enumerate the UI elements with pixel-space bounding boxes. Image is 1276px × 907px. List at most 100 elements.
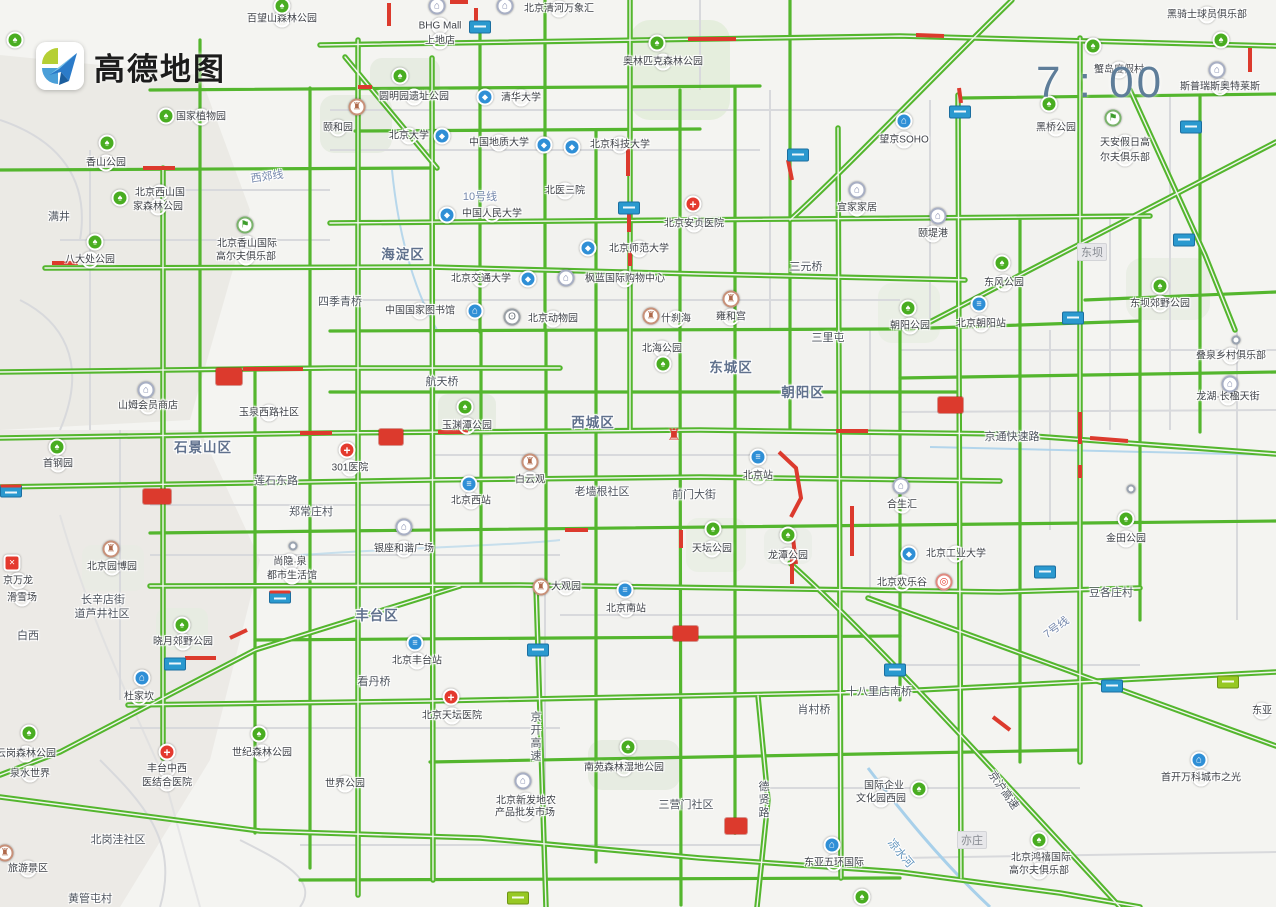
poi-label[interactable]: 斯普瑞斯奥特莱斯 xyxy=(1180,78,1260,96)
poi-label[interactable]: 都市生活馆 xyxy=(267,567,317,585)
tree-icon[interactable]: ♠ xyxy=(779,526,797,544)
poi-label[interactable]: 北京大学 xyxy=(389,127,429,145)
station-icon[interactable]: ≡ xyxy=(970,295,988,313)
poi-label[interactable]: 玉渊潭公园 xyxy=(442,417,492,435)
poi-label[interactable]: 东风公园 xyxy=(984,274,1024,292)
poi-label[interactable]: 旅游景区 xyxy=(8,860,48,878)
tree-icon[interactable]: ♠ xyxy=(157,107,175,125)
poi-label[interactable]: 医结合医院 xyxy=(142,774,192,792)
mall-icon[interactable]: ⌂ xyxy=(514,772,532,790)
station-icon[interactable]: ≡ xyxy=(460,475,478,493)
poi-label[interactable]: 云岗森林公园 xyxy=(0,745,56,763)
tree-icon[interactable]: ♠ xyxy=(619,738,637,756)
poi-label[interactable]: 颐堤港 xyxy=(918,225,948,243)
poi-label[interactable]: 北京安贞医院 xyxy=(664,215,724,233)
district-label[interactable]: 西城区 xyxy=(571,415,615,430)
poi-label[interactable]: 清华大学 xyxy=(501,89,541,107)
poi-label[interactable]: 朝阳公园 xyxy=(890,317,930,335)
poi-label[interactable]: 北京南站 xyxy=(606,600,646,618)
tree-icon[interactable]: ♠ xyxy=(173,616,191,634)
road-label[interactable]: 三元桥 xyxy=(789,261,823,273)
building-icon[interactable]: ⌂ xyxy=(895,112,913,130)
poi-label[interactable]: 望京SOHO xyxy=(879,131,929,149)
metro-station-badge[interactable] xyxy=(949,105,971,119)
metro-station-badge[interactable] xyxy=(884,663,906,677)
road-label[interactable]: 莲石东路 xyxy=(254,475,298,487)
university-icon[interactable]: ◆ xyxy=(563,138,581,156)
district-label[interactable]: 朝阳区 xyxy=(781,385,825,400)
road-label[interactable]: 满井 xyxy=(48,211,70,223)
tree-icon[interactable]: ♠ xyxy=(20,724,38,742)
poi-label[interactable]: 叠泉乡村俱乐部 xyxy=(1196,347,1266,365)
road-label[interactable]: 三营门社区 xyxy=(658,799,714,811)
road-label[interactable]: 黄管屯村 xyxy=(68,893,112,905)
mall-icon[interactable]: ⌂ xyxy=(892,477,910,495)
poi-label[interactable]: 北京园博园 xyxy=(87,558,137,576)
poi-label[interactable]: 上地店 xyxy=(425,32,455,50)
metro-station-badge[interactable] xyxy=(1034,565,1056,579)
golf-icon[interactable]: ⚑ xyxy=(1104,109,1122,127)
metro-station-badge[interactable] xyxy=(507,891,529,905)
tree-icon[interactable]: ♠ xyxy=(1030,831,1048,849)
poi-label[interactable]: 北京师范大学 xyxy=(609,240,669,258)
metro-station-badge[interactable] xyxy=(0,484,22,498)
university-icon[interactable]: ◆ xyxy=(476,88,494,106)
poi-label[interactable]: 宜家家居 xyxy=(837,199,877,217)
pavilion-icon[interactable]: ♜ xyxy=(0,844,14,862)
poi-label[interactable]: 世界公园 xyxy=(325,775,365,793)
metro-station-badge[interactable] xyxy=(1180,120,1202,134)
metro-station-badge[interactable] xyxy=(787,148,809,162)
gate-icon[interactable]: ♜ xyxy=(666,427,682,444)
golf-icon[interactable]: ⚑ xyxy=(236,216,254,234)
area-label[interactable]: 亦庄 xyxy=(957,831,987,849)
metro-station-badge[interactable] xyxy=(1101,679,1123,693)
poi-label[interactable]: 产品批发市场 xyxy=(495,804,555,822)
poi-label[interactable]: 颐和园 xyxy=(323,119,353,137)
road-label[interactable]: 老墙根社区 xyxy=(574,486,630,498)
mall-icon[interactable]: ⌂ xyxy=(1208,61,1226,79)
road-label[interactable]: 航天桥 xyxy=(425,376,459,388)
mall-icon[interactable]: ⌂ xyxy=(557,269,575,287)
road-label[interactable]: 白西 xyxy=(17,630,39,642)
district-label[interactable]: 海淀区 xyxy=(381,247,425,262)
poi-label[interactable]: 首钢园 xyxy=(43,455,73,473)
poi-label[interactable]: 文化园西园 xyxy=(856,790,906,808)
tree-icon[interactable]: ♠ xyxy=(910,780,928,798)
ski-icon[interactable]: × xyxy=(3,554,21,572)
pavilion-icon[interactable]: ♜ xyxy=(532,578,550,596)
tree-icon[interactable]: ♠ xyxy=(1212,31,1230,49)
building-icon[interactable]: ⌂ xyxy=(466,302,484,320)
district-label[interactable]: 丰台区 xyxy=(355,608,399,623)
poi-label[interactable]: 301医院 xyxy=(332,459,368,477)
poi-label[interactable]: 尔夫俱乐部 xyxy=(1100,149,1150,167)
district-label[interactable]: 东城区 xyxy=(709,360,753,375)
poi-label[interactable]: 北京科技大学 xyxy=(590,136,650,154)
metro-station-badge[interactable] xyxy=(469,20,491,34)
poi-label[interactable]: 什刹海 xyxy=(661,310,691,328)
tree-icon[interactable]: ♠ xyxy=(1117,510,1135,528)
university-icon[interactable]: ◆ xyxy=(535,136,553,154)
hospital-icon[interactable]: + xyxy=(684,195,702,213)
poi-label[interactable]: 东亚 xyxy=(1252,702,1272,720)
road-label[interactable]: 肖村桥 xyxy=(797,704,831,716)
poi-label[interactable]: 首开万科城市之光 xyxy=(1161,769,1241,787)
poi-label[interactable]: 东亚五环国际 xyxy=(804,854,864,872)
university-icon[interactable]: ◆ xyxy=(438,206,456,224)
road-label[interactable]: 四季青桥 xyxy=(318,296,362,308)
poi-label[interactable]: 大观园 xyxy=(551,578,581,596)
poi-label[interactable]: 山姆会员商店 xyxy=(118,397,178,415)
road-label[interactable]: 三里屯 xyxy=(811,332,845,344)
area-label[interactable]: 东坝 xyxy=(1077,243,1107,261)
tree-icon[interactable]: ♠ xyxy=(899,299,917,317)
poi-label[interactable]: 中国国家图书馆 xyxy=(385,302,455,320)
fun-icon[interactable]: ◎ xyxy=(935,573,953,591)
station-icon[interactable]: ≡ xyxy=(616,581,634,599)
zoo-icon[interactable]: ʘ xyxy=(503,308,521,326)
university-icon[interactable]: ◆ xyxy=(519,270,537,288)
poi-label[interactable]: 北京天坛医院 xyxy=(422,707,482,725)
poi-label[interactable]: 中国人民大学 xyxy=(462,205,522,223)
poi-label[interactable]: 天坛公园 xyxy=(692,540,732,558)
poi-label[interactable]: 京万龙 xyxy=(3,572,33,590)
road-label[interactable]: 十八里店南桥 xyxy=(846,686,912,698)
poi-label[interactable]: 银座和谐广场 xyxy=(374,540,434,558)
